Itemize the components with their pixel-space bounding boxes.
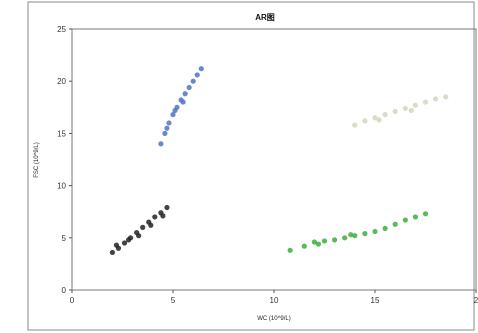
data-point (315, 241, 322, 247)
point-cluster (287, 211, 429, 253)
x-tick-label: 10 (270, 296, 279, 305)
data-point (433, 96, 439, 102)
y-tick-label: 0 (62, 286, 67, 295)
y-axis: 0 5 10 15 20 25 (57, 25, 72, 295)
data-point (362, 118, 368, 124)
y-tick-label: 5 (62, 234, 67, 243)
data-point (443, 94, 449, 100)
x-tick-label: 0 (70, 296, 75, 305)
data-point (166, 120, 172, 126)
y-axis-label: FSC (10^9/L) (34, 142, 40, 178)
point-cluster (109, 204, 170, 256)
data-point (402, 217, 408, 223)
y-tick-label: 10 (57, 182, 66, 191)
data-point (412, 214, 418, 220)
data-point (348, 232, 354, 238)
data-points (109, 66, 449, 256)
data-point (392, 221, 398, 227)
data-point (136, 233, 142, 239)
data-point (113, 242, 120, 248)
data-point (164, 204, 170, 211)
data-point (190, 78, 196, 84)
data-point (194, 72, 200, 78)
data-point (170, 112, 176, 118)
x-axis-label: WC (10^9/L) (257, 316, 291, 322)
data-point (186, 84, 192, 91)
x-tick-label: 15 (371, 296, 380, 305)
y-tick-label: 20 (57, 77, 66, 86)
point-cluster (352, 94, 449, 128)
data-point (160, 213, 166, 219)
data-point (376, 117, 382, 123)
data-point (422, 211, 429, 217)
x-tick-label: 5 (171, 296, 176, 305)
data-point (352, 233, 358, 239)
point-cluster (158, 66, 204, 147)
x-tick-label: 2 (474, 296, 478, 305)
data-point (382, 112, 388, 118)
y-tick-label: 25 (57, 25, 66, 34)
data-point (164, 125, 170, 131)
data-point (408, 107, 414, 114)
data-point (121, 240, 128, 246)
data-point (180, 99, 186, 105)
data-point (362, 231, 368, 237)
data-point (301, 243, 307, 249)
data-point (287, 247, 293, 253)
data-point (372, 115, 378, 121)
x-axis: 0 5 10 15 2 (70, 290, 478, 305)
data-point (332, 237, 338, 243)
data-point (158, 141, 164, 147)
data-point (152, 214, 158, 220)
data-point (321, 238, 328, 244)
data-point (172, 107, 178, 114)
data-point (182, 91, 188, 97)
data-point (402, 105, 408, 111)
data-point (140, 224, 146, 230)
data-point (412, 102, 418, 108)
data-point (198, 66, 204, 72)
data-point (342, 235, 348, 241)
data-point (109, 249, 115, 256)
data-point (148, 222, 154, 228)
data-point (422, 99, 429, 105)
data-point (162, 130, 168, 136)
data-point (125, 237, 132, 243)
chart-title: AR图 (255, 13, 275, 22)
chart-border (27, 1, 475, 331)
data-point (382, 225, 388, 232)
data-point (311, 239, 317, 245)
data-point (352, 122, 358, 128)
data-point (372, 228, 378, 235)
data-point (392, 108, 398, 115)
y-tick-label: 15 (57, 129, 66, 138)
